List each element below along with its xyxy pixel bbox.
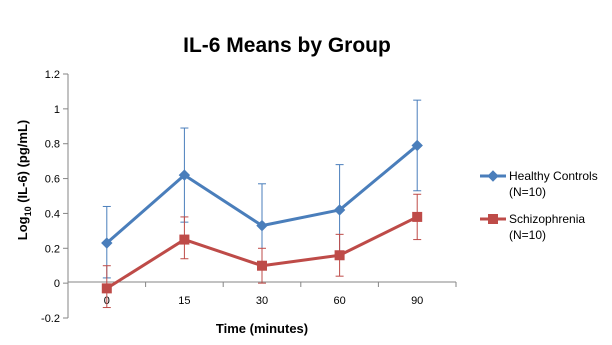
legend: Healthy Controls (N=10) Schizophrenia (N=10… [480,169,598,242]
y-tick-label: 0 [54,278,60,290]
x-tick-label: 60 [333,295,345,307]
data-point [334,250,345,261]
legend-label: Schizophrenia [509,212,585,226]
y-axis-title-subscript: 10 [23,206,33,216]
data-point [178,169,191,181]
data-point [333,204,346,216]
legend-label: Healthy Controls [509,169,598,183]
y-tick-label: 0.2 [45,243,60,255]
legend-swatch-marker [488,214,498,224]
data-point [257,260,267,271]
chart-title: IL-6 Means by Group [183,34,391,57]
data-point [101,283,112,294]
y-tick-label: -0.2 [41,313,60,325]
y-tick-label: 0.8 [45,139,60,151]
x-tick-label: 30 [256,295,268,307]
x-tick-label: 90 [411,295,423,307]
y-axis-title-prefix: Log [15,216,30,240]
y-tick-label: 0.6 [45,174,60,186]
y-ticks: -0.2 0 0.2 0.4 0.6 0.8 1 1.2 [41,69,68,325]
legend-item: Schizophrenia (N=10) [480,212,585,242]
legend-label-count: (N=10) [509,228,546,242]
legend-item: Healthy Controls (N=10) [480,169,598,199]
y-tick-label: 0.4 [45,208,60,220]
y-tick-label: 1.2 [45,69,60,81]
x-ticks: 015306090 [67,282,457,307]
y-axis-title-suffix: (IL-6) (pg/mL) [15,120,30,207]
legend-swatch-marker [487,170,499,182]
y-tick-label: 1 [54,104,60,116]
x-tick-label: 15 [178,295,190,307]
data-point [256,219,268,232]
data-point [179,234,190,245]
data-point [412,211,423,222]
legend-label-count: (N=10) [509,185,546,199]
markers [101,139,423,294]
data-point [411,139,423,152]
data-point [101,237,113,249]
y-axis-title: Log10 (IL-6) (pg/mL) [15,120,33,241]
x-axis-title: Time (minutes) [216,321,308,336]
